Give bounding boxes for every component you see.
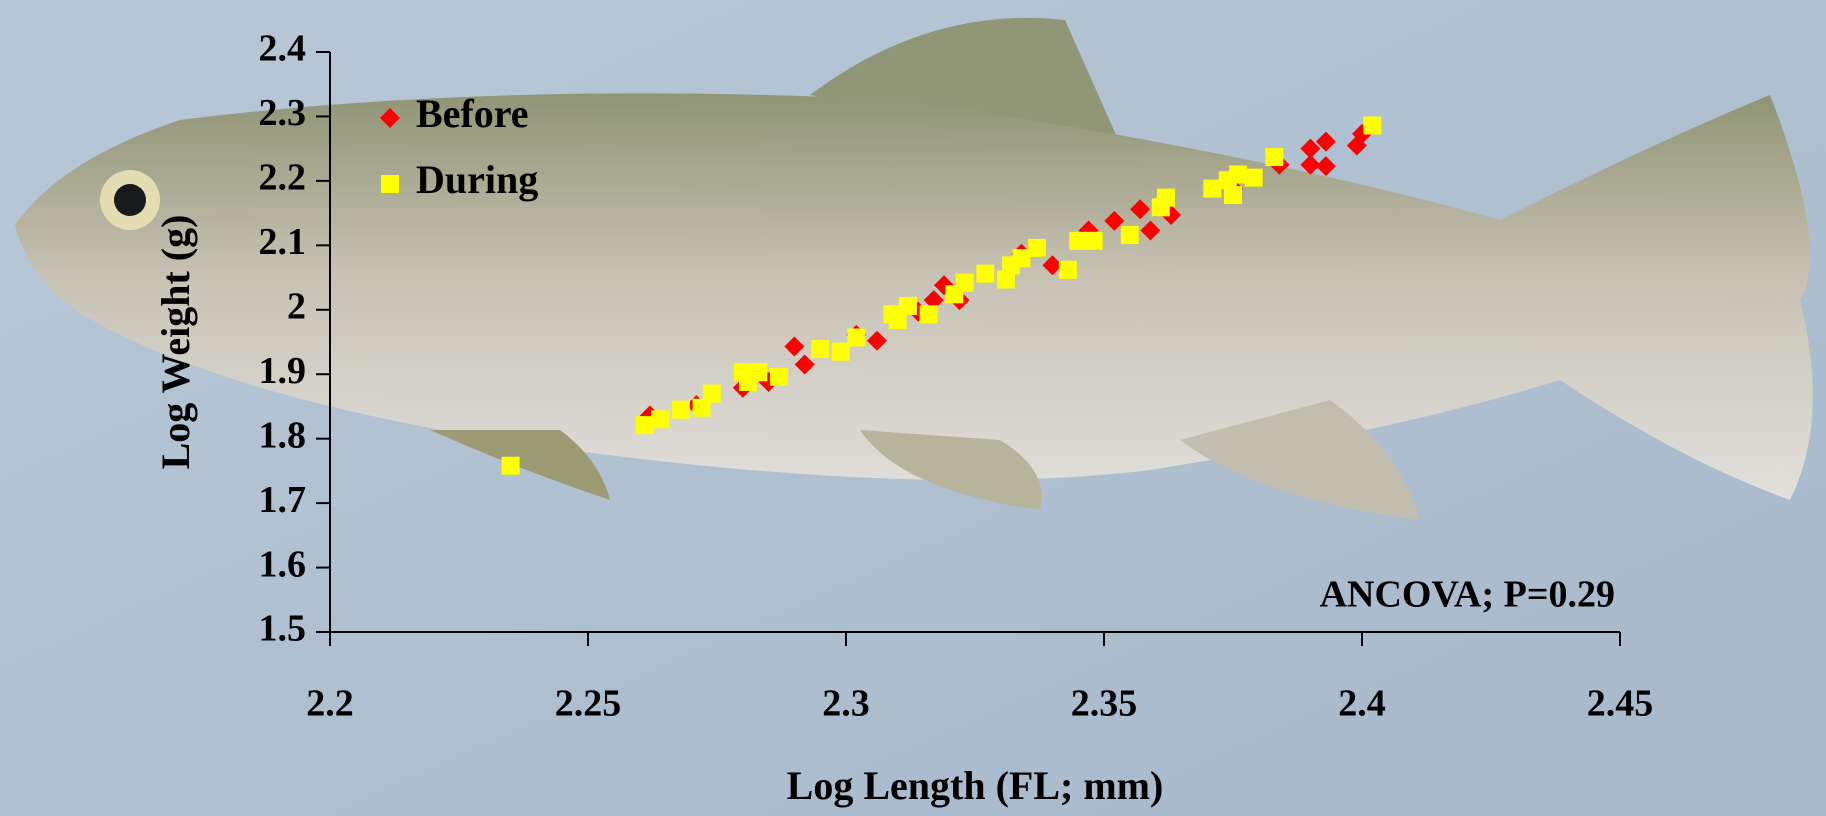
data-point [1156,188,1175,207]
legend-label: Before [416,91,529,136]
data-point [769,367,788,386]
x-tick-label: 2.4 [1338,683,1386,725]
data-point [847,328,866,347]
data-point [1265,148,1284,167]
x-tick-label: 2.2 [306,683,354,725]
x-tick-label: 2.3 [822,683,870,725]
x-tick-label: 2.45 [1587,683,1654,725]
data-point [1058,260,1077,279]
data-point [1224,186,1242,205]
annotation: ANCOVA; P=0.29 [1320,574,1615,616]
data-point [1300,138,1321,159]
data-point [1042,255,1063,276]
x-tick-label: 2.25 [555,683,622,725]
data-point [831,342,850,361]
data-point [1300,154,1321,175]
data-point [1203,179,1222,198]
data-point [692,398,711,417]
data-point [888,311,907,330]
y-tick-label: 1.6 [259,543,307,585]
data-point [671,400,690,419]
data-point [976,264,995,283]
y-tick-label: 1.8 [259,414,307,456]
y-tick-label: 2.2 [259,157,307,199]
data-point [1315,131,1336,152]
y-tick-label: 2 [287,285,306,327]
data-point [794,354,815,375]
data-point [1140,220,1161,241]
data-point [1027,238,1046,257]
data-point [1315,156,1336,177]
legend-marker [380,108,400,128]
data-point [1229,165,1248,184]
data-point [919,305,938,324]
x-axis-label: Log Length (FL; mm) [787,763,1164,808]
data-point [1130,199,1151,220]
data-point [811,340,830,359]
data-point [651,410,670,429]
y-tick-label: 1.7 [259,479,307,521]
data-point [702,384,721,403]
y-axis-label: Log Weight (g) [153,215,198,470]
data-point [866,330,887,351]
data-point [1084,231,1103,250]
data-point [1244,168,1263,187]
data-point [784,336,805,357]
x-tick-label: 2.35 [1071,683,1138,725]
data-point [635,416,654,435]
fish-photo [15,17,1813,520]
data-point [955,273,974,292]
y-tick-label: 1.5 [259,608,307,650]
legend-label: During [416,157,538,202]
data-point [749,363,768,382]
y-tick-label: 1.9 [259,350,307,392]
data-point [1012,249,1031,268]
data-point [996,270,1015,289]
data-point [1069,231,1088,250]
y-tick-label: 2.3 [259,92,307,134]
data-point [1104,210,1125,231]
legend-marker [381,175,399,193]
y-tick-label: 2.4 [259,28,307,70]
data-point [1363,116,1382,135]
data-point [923,290,944,311]
data-point [898,296,917,315]
data-point [1120,226,1139,245]
y-tick-label: 2.1 [259,221,307,263]
data-point [501,456,520,475]
